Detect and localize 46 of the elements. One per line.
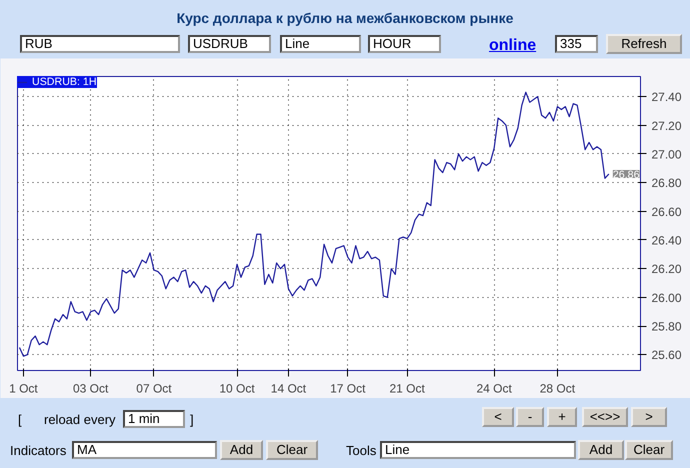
x-tick-label: 14 Oct [270,382,307,396]
chart-title: Курс доллара к рублю на межбанковском рынке [176,9,514,28]
y-tick-label: 27.20 [652,118,682,133]
x-tick-label: 07 Oct [136,382,172,396]
y-tick-label: 27.40 [652,90,682,104]
text: 26.86 [612,169,640,182]
x-tick-label: 10 Oct [219,382,256,396]
text: Clear [266,440,318,460]
text: RUB [20,35,180,53]
legend-label: USDRUB: 1H [32,76,97,88]
text: [ [18,411,23,429]
x-tick-label: 03 Oct [73,382,110,396]
text: Refresh [606,34,682,54]
x-tick-label: 17 Oct [330,382,366,396]
text: HOUR [368,35,441,53]
text: MA [72,441,217,459]
text: Add [578,440,624,460]
text: <<>> [582,407,628,427]
text: online [489,36,538,56]
y-tick-label: 25.60 [652,348,682,362]
y-tick-label: 26.40 [652,233,682,248]
x-tick-label: 21 Oct [389,382,426,396]
x-tick-label: 28 Oct [540,382,576,396]
text: + [547,407,577,427]
text: Line [380,441,576,459]
text: USDRUB [188,35,271,53]
y-tick-label: 27.00 [652,147,682,162]
text: Line [280,35,361,53]
text: 1 min [123,410,185,428]
x-tick-label: 1 Oct [9,382,38,396]
text: - [516,407,544,427]
y-tick-label: 26.20 [652,262,682,276]
text: > [631,407,667,427]
y-tick-label: 26.00 [652,290,682,305]
text: < [482,407,514,427]
text: Add [220,440,263,460]
text: 335 [555,35,598,53]
text: Tools [346,442,378,460]
y-tick-label: 26.60 [652,204,682,219]
y-tick-label: 25.80 [652,320,682,334]
y-tick-label: 26.80 [652,176,682,190]
text: Indicators [10,442,68,460]
text: reload every [44,411,117,429]
text: Clear [625,440,673,460]
x-tick-label: 24 Oct [476,382,512,396]
text: ] [190,411,195,429]
